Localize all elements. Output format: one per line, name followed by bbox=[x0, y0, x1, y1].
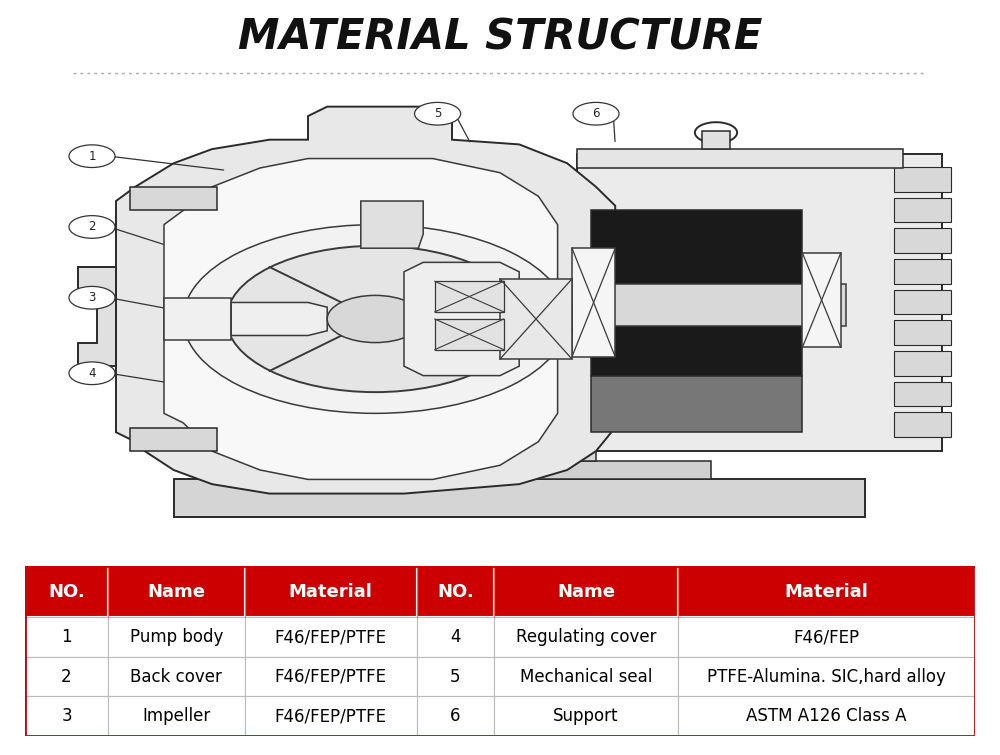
Bar bbox=[494, 657, 678, 696]
Circle shape bbox=[415, 103, 461, 125]
Text: F46/FEP/PTFE: F46/FEP/PTFE bbox=[275, 628, 387, 646]
Polygon shape bbox=[231, 303, 327, 335]
Circle shape bbox=[69, 362, 115, 384]
Text: Pump body: Pump body bbox=[130, 628, 223, 646]
Bar bbox=[494, 618, 678, 657]
Bar bbox=[435, 281, 504, 312]
Circle shape bbox=[69, 145, 115, 168]
Text: NO.: NO. bbox=[437, 583, 474, 601]
Bar bbox=[417, 696, 494, 736]
Text: F46/FEP/PTFE: F46/FEP/PTFE bbox=[275, 707, 387, 726]
Text: 1: 1 bbox=[61, 628, 72, 646]
Text: Back cover: Back cover bbox=[130, 667, 222, 686]
Bar bbox=[417, 618, 494, 657]
Polygon shape bbox=[591, 375, 802, 432]
Polygon shape bbox=[894, 382, 951, 406]
Bar bbox=[25, 696, 108, 736]
Text: 6: 6 bbox=[592, 107, 600, 120]
Bar bbox=[678, 566, 975, 618]
Circle shape bbox=[573, 103, 619, 125]
Text: MATERIAL STRUCTURE: MATERIAL STRUCTURE bbox=[238, 17, 762, 59]
Text: 4: 4 bbox=[450, 628, 461, 646]
Bar bbox=[245, 696, 417, 736]
Circle shape bbox=[69, 286, 115, 309]
Polygon shape bbox=[289, 461, 711, 479]
Text: Support: Support bbox=[553, 707, 619, 726]
Bar bbox=[678, 657, 975, 696]
Text: 2: 2 bbox=[88, 220, 96, 233]
Circle shape bbox=[327, 295, 423, 343]
Polygon shape bbox=[894, 320, 951, 345]
Text: Name: Name bbox=[147, 583, 205, 601]
Text: F46/FEP/PTFE: F46/FEP/PTFE bbox=[275, 667, 387, 686]
Polygon shape bbox=[404, 262, 519, 375]
Bar bbox=[108, 618, 245, 657]
Text: NO.: NO. bbox=[48, 583, 85, 601]
Polygon shape bbox=[894, 198, 951, 222]
Circle shape bbox=[69, 216, 115, 239]
Text: 4: 4 bbox=[88, 367, 96, 380]
Polygon shape bbox=[577, 149, 903, 168]
Text: Name: Name bbox=[557, 583, 615, 601]
Bar bbox=[245, 566, 417, 618]
Bar bbox=[25, 657, 108, 696]
Text: Material: Material bbox=[785, 583, 868, 601]
Bar bbox=[404, 432, 596, 461]
Bar bbox=[375, 305, 572, 333]
Bar bbox=[678, 618, 975, 657]
Bar bbox=[108, 566, 245, 618]
Polygon shape bbox=[78, 267, 116, 366]
Bar bbox=[25, 618, 108, 657]
Bar bbox=[130, 427, 217, 451]
Polygon shape bbox=[894, 412, 951, 437]
Text: Material: Material bbox=[289, 583, 373, 601]
Polygon shape bbox=[577, 154, 942, 451]
Text: PTFE-Alumina. SIC,hard alloy: PTFE-Alumina. SIC,hard alloy bbox=[707, 667, 946, 686]
Bar bbox=[702, 131, 730, 149]
Bar bbox=[572, 284, 846, 326]
Text: 5: 5 bbox=[450, 667, 461, 686]
Bar bbox=[494, 566, 678, 618]
Text: Regulating cover: Regulating cover bbox=[516, 628, 656, 646]
Bar bbox=[245, 618, 417, 657]
Bar bbox=[245, 657, 417, 696]
Text: PUMP & VALVE: PUMP & VALVE bbox=[349, 414, 497, 432]
Text: 5: 5 bbox=[434, 107, 441, 120]
Polygon shape bbox=[894, 351, 951, 375]
Polygon shape bbox=[802, 253, 841, 347]
Bar bbox=[108, 696, 245, 736]
Polygon shape bbox=[174, 479, 865, 517]
Bar bbox=[494, 696, 678, 736]
Text: 2: 2 bbox=[61, 667, 72, 686]
Bar bbox=[678, 696, 975, 736]
Circle shape bbox=[183, 225, 567, 413]
Polygon shape bbox=[116, 106, 615, 494]
Circle shape bbox=[226, 246, 524, 392]
Bar bbox=[417, 566, 494, 618]
Bar bbox=[108, 657, 245, 696]
Text: 1: 1 bbox=[88, 149, 96, 162]
Bar bbox=[130, 186, 217, 211]
Text: 3: 3 bbox=[61, 707, 72, 726]
Polygon shape bbox=[894, 290, 951, 314]
Polygon shape bbox=[894, 228, 951, 253]
Polygon shape bbox=[894, 167, 951, 192]
Polygon shape bbox=[572, 248, 615, 356]
Text: Mechanical seal: Mechanical seal bbox=[520, 667, 652, 686]
Polygon shape bbox=[164, 297, 231, 341]
Text: 3: 3 bbox=[88, 291, 96, 304]
Polygon shape bbox=[164, 159, 558, 479]
Polygon shape bbox=[361, 201, 423, 248]
Polygon shape bbox=[591, 211, 802, 375]
Polygon shape bbox=[500, 279, 572, 359]
Text: 6: 6 bbox=[450, 707, 461, 726]
Polygon shape bbox=[894, 259, 951, 284]
Bar bbox=[435, 319, 504, 350]
Bar bbox=[417, 657, 494, 696]
Text: F46/FEP: F46/FEP bbox=[794, 628, 860, 646]
Bar bbox=[25, 566, 108, 618]
Text: Impeller: Impeller bbox=[142, 707, 211, 726]
Text: ASTM A126 Class A: ASTM A126 Class A bbox=[746, 707, 907, 726]
